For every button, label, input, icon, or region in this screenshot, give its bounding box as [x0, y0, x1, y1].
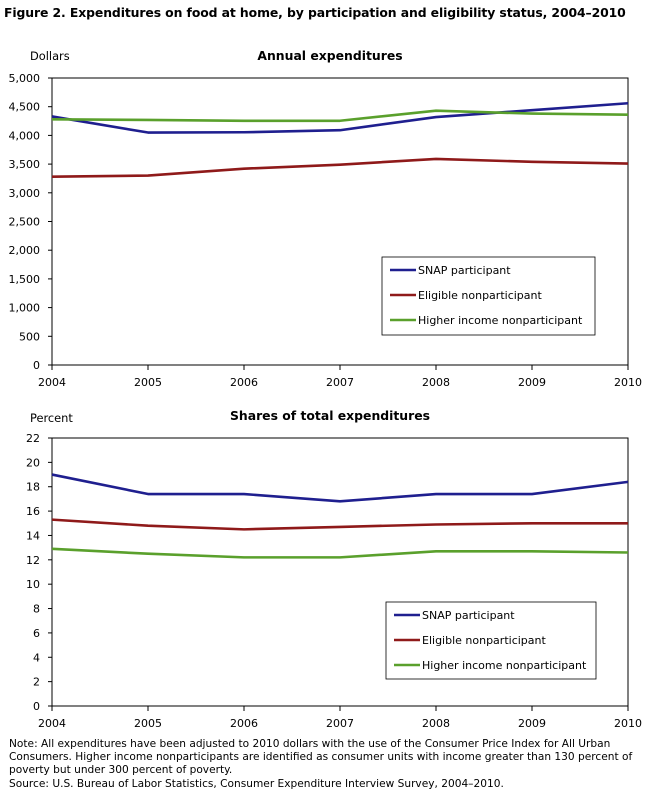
- y-axis-label: Dollars: [30, 49, 70, 63]
- legend-box: [381, 256, 596, 336]
- y-tick-label: 2: [33, 676, 40, 689]
- y-tick-label: 12: [26, 554, 40, 567]
- y-tick-label: 18: [26, 481, 40, 494]
- x-tick-label: 2010: [614, 376, 642, 389]
- shares-of-total-svg: Shares of total expenditures Percent 0 2 4 6 8…: [26, 408, 642, 730]
- y-tick-label: 1,000: [9, 302, 41, 315]
- legend-label: Eligible nonparticipant: [422, 634, 546, 647]
- legend: SNAP participant Eligible nonparticipant H…: [381, 256, 596, 336]
- y-tick-label: 0: [33, 359, 40, 372]
- x-tick-label: 2009: [518, 376, 546, 389]
- y-tick-label: 2,000: [9, 244, 41, 257]
- legend-label: Higher income nonparticipant: [422, 659, 587, 672]
- x-tick-label: 2006: [230, 376, 258, 389]
- y-tick-label: 1,500: [9, 273, 41, 286]
- x-tick-label: 2009: [518, 717, 546, 730]
- chart-title: Annual expenditures: [257, 48, 402, 63]
- annual-expenditures-svg: Annual expenditures Dollars 0 500 1,000 1,500…: [9, 48, 643, 389]
- series-line-3: [51, 109, 629, 123]
- x-tick-label: 2007: [326, 717, 354, 730]
- series-line-1: [51, 473, 629, 503]
- figure-footer: Note: All expenditures have been adjuste…: [9, 738, 664, 791]
- y-tick-label: 14: [26, 529, 40, 542]
- x-tick-label: 2005: [134, 376, 162, 389]
- annual-expenditures-chart: Annual expenditures Dollars 0 500 1,000 1,500…: [0, 40, 671, 392]
- figure-title: Figure 2. Expenditures on food at home, …: [4, 5, 626, 20]
- y-tick-label: 3,500: [9, 158, 41, 171]
- y-tick-label: 4: [33, 651, 40, 664]
- x-tick-label: 2007: [326, 376, 354, 389]
- legend-label: SNAP participant: [422, 609, 515, 622]
- legend-box: [385, 601, 597, 680]
- series-line-2: [51, 157, 629, 179]
- x-tick-label: 2010: [614, 717, 642, 730]
- legend-label: Higher income nonparticipant: [418, 314, 583, 327]
- x-tick-label: 2008: [422, 717, 450, 730]
- y-tick-label: 4,500: [9, 101, 41, 114]
- legend-label: SNAP participant: [418, 264, 511, 277]
- x-tick-label: 2008: [422, 376, 450, 389]
- y-tick-label: 10: [26, 578, 40, 591]
- y-axis-label: Percent: [30, 411, 73, 425]
- shares-of-total-chart: Shares of total expenditures Percent 0 2 4 6 8…: [0, 402, 671, 734]
- source-text: Source: U.S. Bureau of Labor Statistics,…: [9, 777, 504, 790]
- footnote-text: Note: All expenditures have been adjuste…: [9, 738, 633, 777]
- y-tick-label: 4,000: [9, 129, 41, 142]
- y-tick-label: 22: [26, 432, 40, 445]
- y-tick-label: 5,000: [9, 72, 41, 85]
- y-tick-label: 8: [33, 603, 40, 616]
- y-tick-label: 16: [26, 505, 40, 518]
- series-line-2: [51, 518, 628, 531]
- x-tick-label: 2005: [134, 717, 162, 730]
- series-line-3: [51, 547, 629, 559]
- x-tick-label: 2006: [230, 717, 258, 730]
- y-tick-label: 20: [26, 456, 40, 469]
- chart-title: Shares of total expenditures: [230, 408, 430, 423]
- legend: SNAP participant Eligible nonparticipant H…: [385, 601, 597, 680]
- y-tick-label: 6: [33, 627, 40, 640]
- y-tick-label: 500: [19, 330, 40, 343]
- x-tick-label: 2004: [38, 376, 66, 389]
- y-tick-label: 3,000: [9, 187, 41, 200]
- legend-label: Eligible nonparticipant: [418, 289, 542, 302]
- series-line-1: [51, 101, 629, 134]
- y-tick-label: 0: [33, 700, 40, 713]
- x-tick-label: 2004: [38, 717, 66, 730]
- y-tick-label: 2,500: [9, 216, 41, 229]
